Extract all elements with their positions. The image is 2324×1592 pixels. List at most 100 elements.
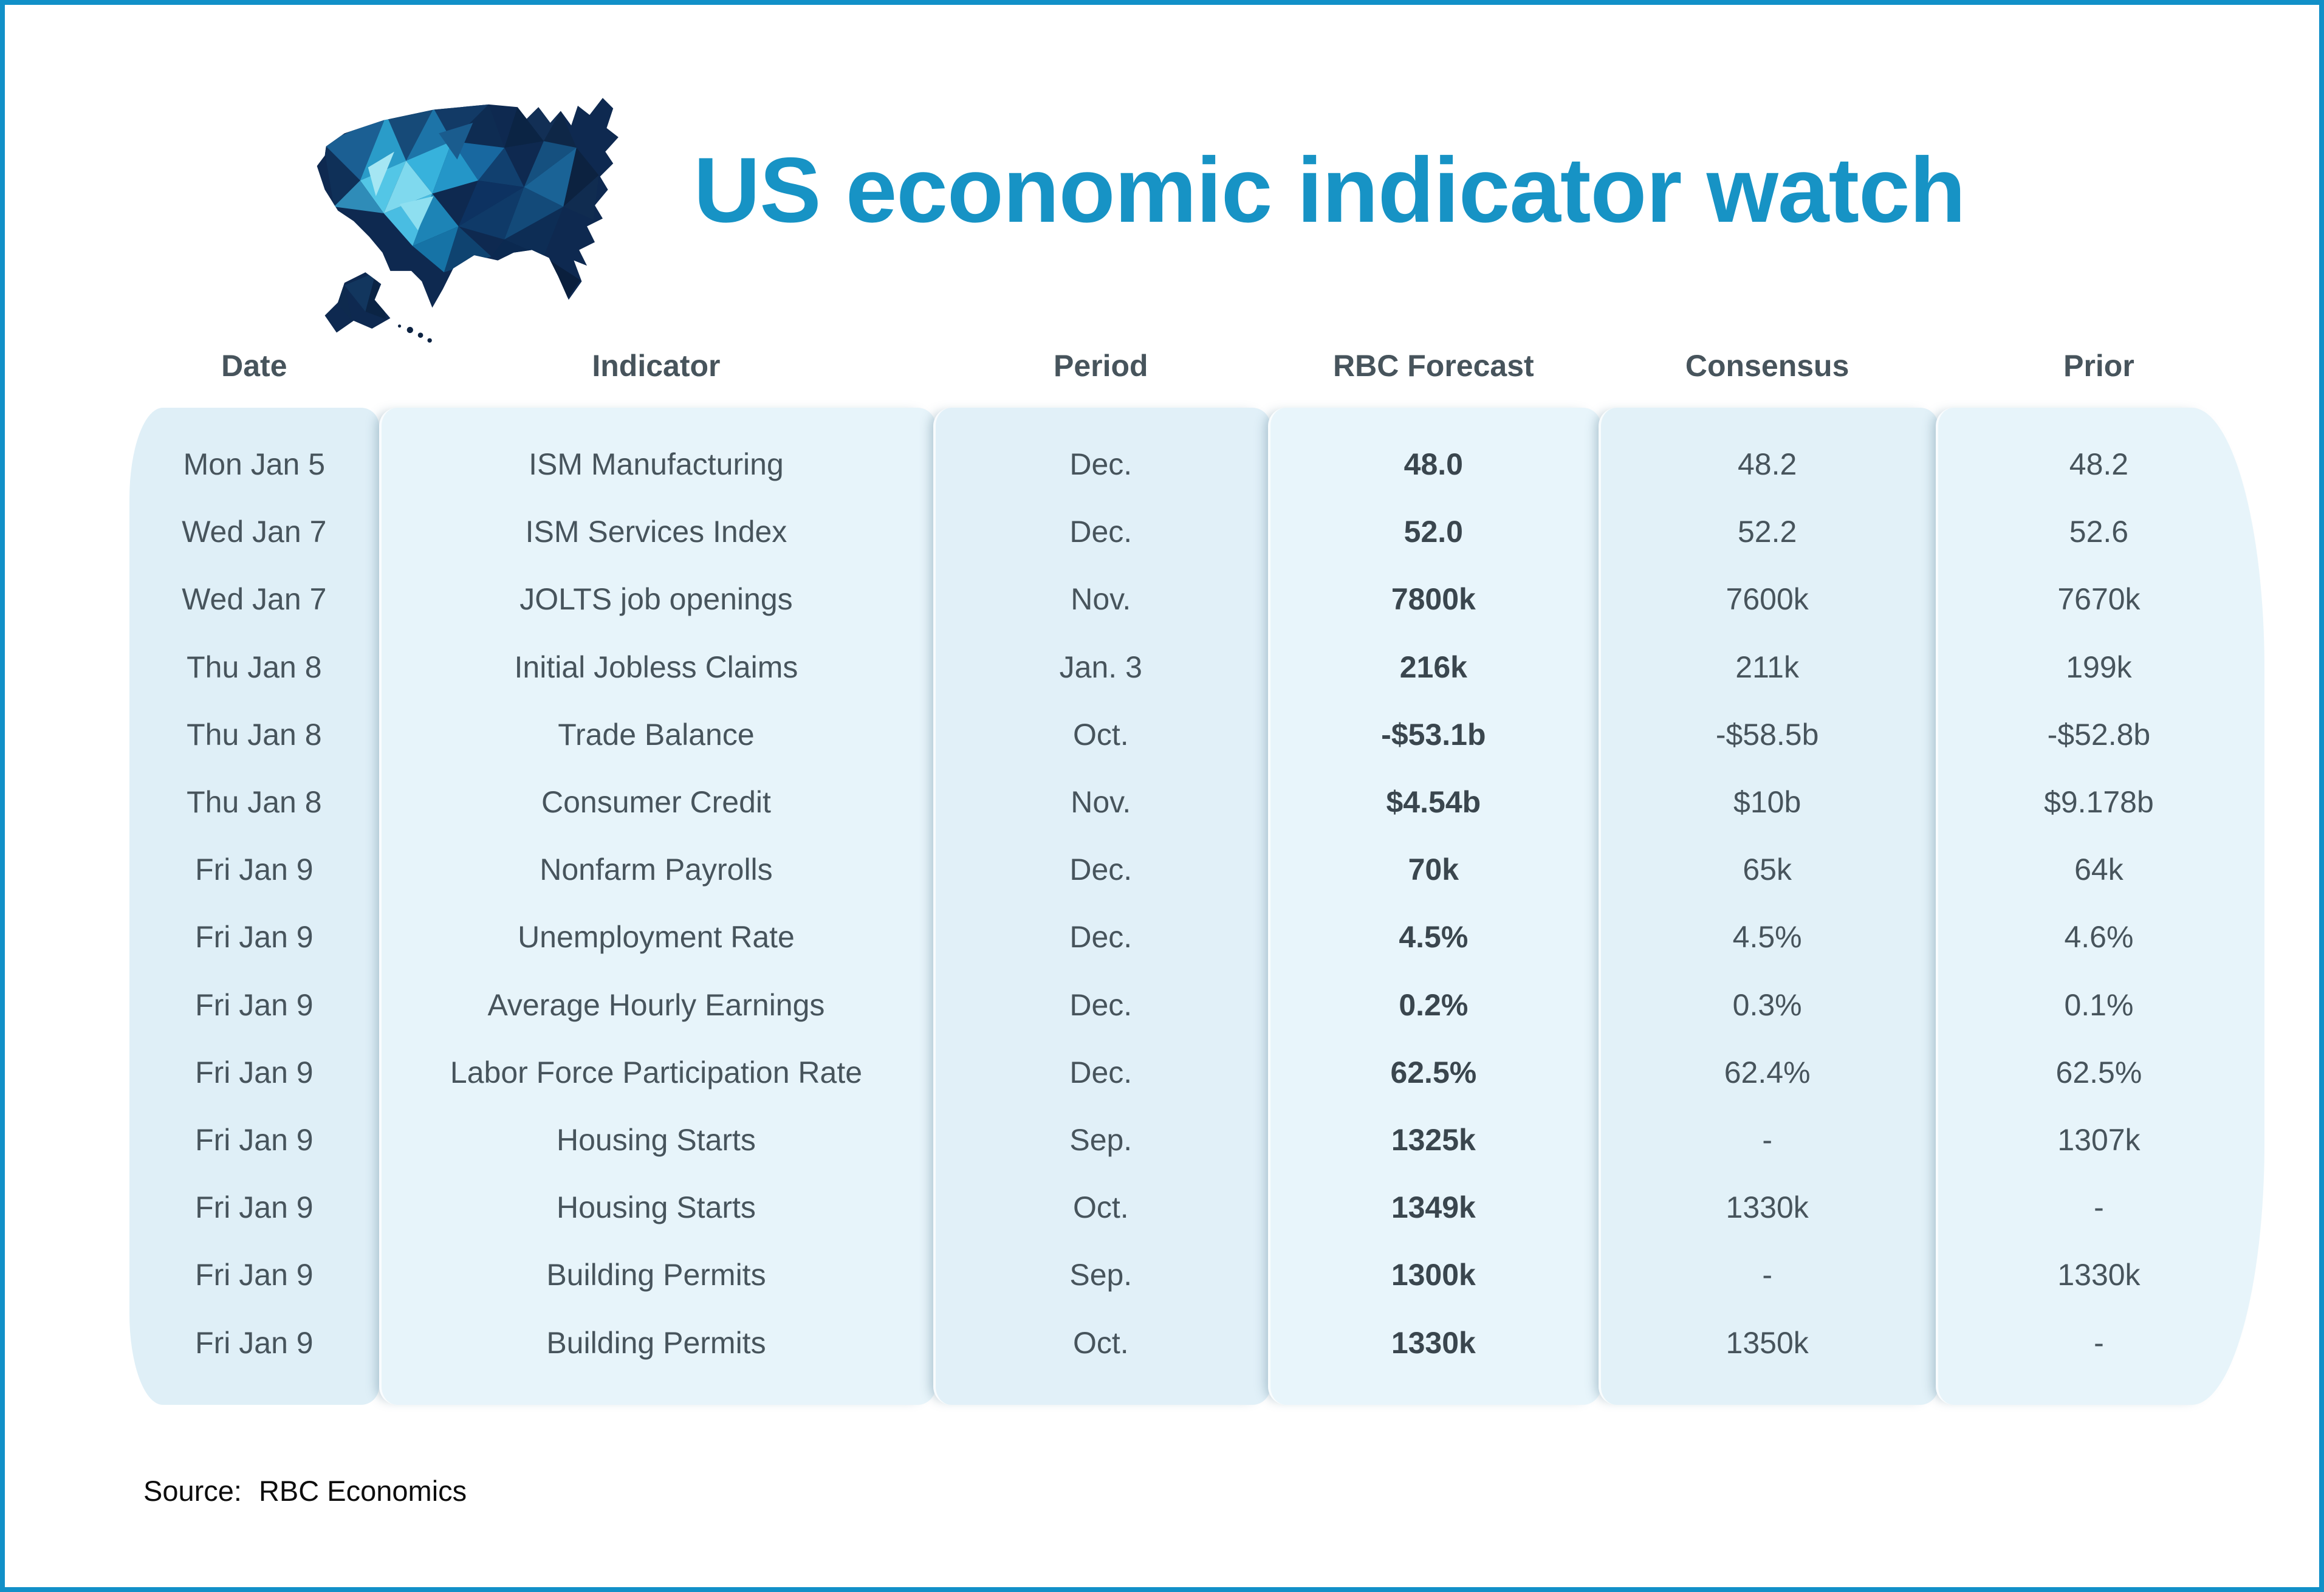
cell-consensus: -$58.5b bbox=[1715, 717, 1819, 752]
column-band bbox=[1599, 408, 1938, 1405]
cell-indicator: ISM Services Index bbox=[525, 515, 787, 549]
cell-prior: - bbox=[2094, 1190, 2104, 1225]
cell-consensus: 4.5% bbox=[1732, 920, 1802, 955]
cell-period: Dec. bbox=[1069, 1055, 1133, 1089]
column-header-date: Date bbox=[221, 349, 287, 383]
cell-date: Fri Jan 9 bbox=[195, 1123, 314, 1158]
table-row: Fri Jan 9 Average Hourly Earnings Dec. 0… bbox=[129, 972, 2262, 1039]
cell-consensus: 0.3% bbox=[1732, 987, 1802, 1022]
cell-consensus: $10b bbox=[1733, 784, 1801, 819]
table-row: Wed Jan 7 JOLTS job openings Nov. 7800k … bbox=[129, 566, 2262, 633]
cell-prior: 7670k bbox=[2057, 582, 2141, 617]
cell-indicator: Initial Jobless Claims bbox=[514, 650, 798, 684]
column-band bbox=[1268, 408, 1602, 1405]
cell-prior: - bbox=[2094, 1325, 2104, 1360]
cell-indicator: Housing Starts bbox=[556, 1190, 756, 1225]
table-header-row: Date Indicator Period RBC Forecast Conse… bbox=[129, 345, 2262, 388]
cell-consensus: 1330k bbox=[1726, 1190, 1809, 1225]
cell-forecast: 4.5% bbox=[1399, 920, 1469, 955]
hawaii-islands bbox=[397, 324, 432, 343]
table-row: Fri Jan 9 Labor Force Participation Rate… bbox=[129, 1039, 2262, 1107]
cell-date: Fri Jan 9 bbox=[195, 987, 314, 1022]
cell-forecast: 0.2% bbox=[1399, 987, 1469, 1022]
cell-consensus: 1350k bbox=[1726, 1325, 1809, 1360]
table-row: Thu Jan 8 Consumer Credit Nov. $4.54b $1… bbox=[129, 769, 2262, 836]
cell-date: Fri Jan 9 bbox=[195, 853, 314, 887]
column-header-period: Period bbox=[1053, 349, 1148, 383]
table-row: Fri Jan 9 Housing Starts Sep. 1325k - 13… bbox=[129, 1107, 2262, 1174]
cell-forecast: 1330k bbox=[1391, 1325, 1476, 1360]
cell-date: Thu Jan 8 bbox=[187, 650, 322, 684]
cell-prior: 62.5% bbox=[2055, 1055, 2142, 1089]
cell-consensus: - bbox=[1762, 1123, 1772, 1158]
cell-consensus: 7600k bbox=[1726, 582, 1809, 617]
cell-prior: $9.178b bbox=[2044, 784, 2154, 819]
table-row: Fri Jan 9 Nonfarm Payrolls Dec. 70k 65k … bbox=[129, 836, 2262, 904]
cell-period: Jan. 3 bbox=[1059, 650, 1142, 684]
table-row: Thu Jan 8 Initial Jobless Claims Jan. 3 … bbox=[129, 634, 2262, 701]
cell-indicator: Trade Balance bbox=[558, 717, 755, 752]
cell-period: Oct. bbox=[1072, 717, 1129, 752]
cell-period: Dec. bbox=[1069, 853, 1133, 887]
table-row: Thu Jan 8 Trade Balance Oct. -$53.1b -$5… bbox=[129, 701, 2262, 769]
cell-period: Sep. bbox=[1069, 1258, 1133, 1292]
source-value: RBC Economics bbox=[258, 1475, 467, 1507]
column-header-indicator: Indicator bbox=[592, 349, 721, 383]
cell-consensus: 65k bbox=[1743, 853, 1792, 887]
cell-date: Mon Jan 5 bbox=[183, 447, 326, 481]
cell-indicator: Labor Force Participation Rate bbox=[450, 1055, 863, 1089]
cell-indicator: Consumer Credit bbox=[541, 784, 771, 819]
table-row: Fri Jan 9 Housing Starts Oct. 1349k 1330… bbox=[129, 1174, 2262, 1241]
cell-forecast: 1325k bbox=[1391, 1123, 1476, 1158]
cell-prior: 1307k bbox=[2057, 1123, 2141, 1158]
cell-prior: 4.6% bbox=[2064, 920, 2134, 955]
cell-indicator: Housing Starts bbox=[556, 1123, 756, 1158]
cell-period: Dec. bbox=[1069, 987, 1133, 1022]
cell-prior: 52.6 bbox=[2069, 515, 2129, 549]
cell-forecast: -$53.1b bbox=[1381, 717, 1486, 752]
cell-forecast: 1300k bbox=[1391, 1258, 1476, 1292]
cell-period: Sep. bbox=[1069, 1123, 1133, 1158]
page-title: US economic indicator watch bbox=[693, 139, 1966, 242]
table-row: Wed Jan 7 ISM Services Index Dec. 52.0 5… bbox=[129, 498, 2262, 566]
cell-period: Oct. bbox=[1072, 1325, 1129, 1360]
column-header-consensus: Consensus bbox=[1685, 349, 1849, 383]
cell-indicator: JOLTS job openings bbox=[519, 582, 793, 617]
cell-prior: -$52.8b bbox=[2047, 717, 2151, 752]
cell-period: Dec. bbox=[1069, 447, 1133, 481]
cell-period: Nov. bbox=[1071, 582, 1131, 617]
table-row: Mon Jan 5 ISM Manufacturing Dec. 48.0 48… bbox=[129, 431, 2262, 498]
cell-date: Wed Jan 7 bbox=[182, 515, 327, 549]
cell-prior: 64k bbox=[2074, 853, 2123, 887]
cell-indicator: Unemployment Rate bbox=[518, 920, 795, 955]
cell-date: Fri Jan 9 bbox=[195, 1325, 314, 1360]
cell-consensus: 62.4% bbox=[1724, 1055, 1811, 1089]
cell-forecast: 70k bbox=[1408, 853, 1459, 887]
cell-period: Dec. bbox=[1069, 920, 1133, 955]
column-band bbox=[933, 408, 1271, 1405]
cell-forecast: 62.5% bbox=[1390, 1055, 1477, 1089]
cell-period: Oct. bbox=[1072, 1190, 1129, 1225]
cell-forecast: 52.0 bbox=[1404, 515, 1463, 549]
cell-forecast: 7800k bbox=[1391, 582, 1476, 617]
cell-consensus: 211k bbox=[1735, 650, 1799, 684]
cell-date: Fri Jan 9 bbox=[195, 1258, 314, 1292]
cell-prior: 48.2 bbox=[2069, 447, 2129, 481]
cell-date: Thu Jan 8 bbox=[187, 717, 322, 752]
cell-consensus: 52.2 bbox=[1737, 515, 1797, 549]
cell-date: Fri Jan 9 bbox=[195, 1190, 314, 1225]
table-row: Fri Jan 9 Building Permits Oct. 1330k 13… bbox=[129, 1309, 2262, 1377]
cell-period: Dec. bbox=[1069, 515, 1133, 549]
cell-consensus: 48.2 bbox=[1737, 447, 1797, 481]
column-band bbox=[129, 408, 379, 1405]
cell-indicator: Nonfarm Payrolls bbox=[540, 853, 773, 887]
cell-prior: 1330k bbox=[2057, 1258, 2141, 1292]
cell-prior: 0.1% bbox=[2064, 987, 2134, 1022]
column-band bbox=[1935, 408, 2264, 1405]
cell-prior: 199k bbox=[2066, 650, 2132, 684]
column-band bbox=[379, 408, 936, 1405]
cell-date: Fri Jan 9 bbox=[195, 920, 314, 955]
cell-indicator: Building Permits bbox=[546, 1258, 766, 1292]
cell-date: Thu Jan 8 bbox=[187, 784, 322, 819]
